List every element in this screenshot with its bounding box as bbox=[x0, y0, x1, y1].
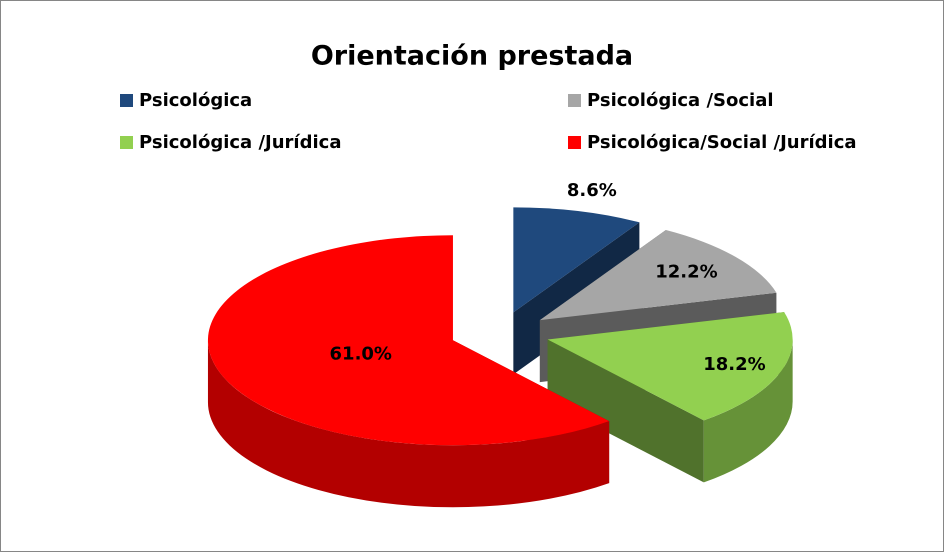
slice bbox=[207, 235, 610, 446]
legend-swatch bbox=[120, 94, 133, 107]
slice-side bbox=[547, 339, 704, 483]
data-label: 12.2% bbox=[655, 262, 717, 283]
legend-swatch bbox=[568, 136, 581, 149]
legend-swatch bbox=[568, 94, 581, 107]
legend-swatch bbox=[120, 136, 133, 149]
slice-wall bbox=[703, 339, 793, 483]
slice bbox=[547, 312, 793, 421]
legend-label: Psicológica /Jurídica bbox=[139, 132, 341, 153]
legend-label: Psicológica/Social /Jurídica bbox=[587, 132, 857, 153]
slice bbox=[513, 207, 640, 313]
legend-label: Psicológica bbox=[139, 90, 252, 111]
data-label: 8.6% bbox=[567, 180, 617, 201]
legend-label: Psicológica /Social bbox=[587, 90, 774, 111]
slice-wall bbox=[207, 340, 610, 508]
data-label: 18.2% bbox=[703, 354, 765, 375]
data-label: 61.0% bbox=[330, 343, 392, 364]
slice bbox=[539, 230, 777, 321]
chart-title: Orientación prestada bbox=[311, 41, 633, 72]
